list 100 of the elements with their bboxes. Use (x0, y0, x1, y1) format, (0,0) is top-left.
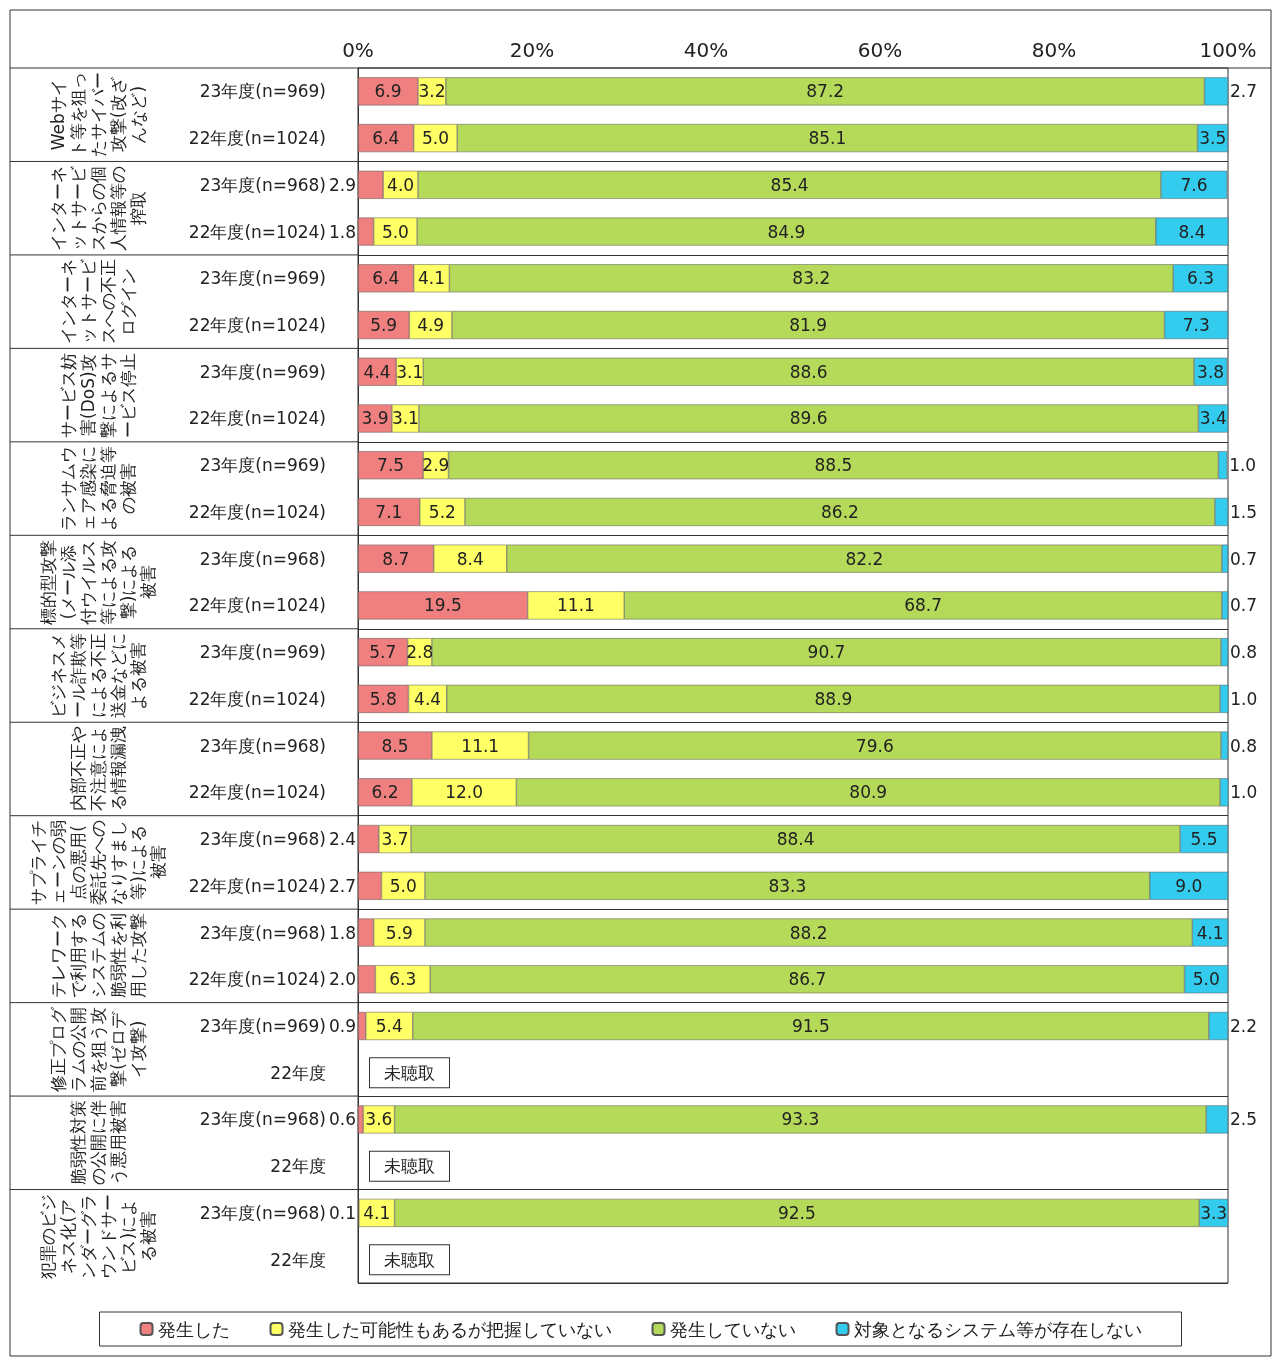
data-label: 0.8 (1230, 735, 1258, 756)
data-label: 88.5 (814, 455, 853, 476)
data-label: 0.1 (328, 1202, 356, 1223)
data-label: 79.6 (855, 735, 894, 756)
x-tick-label: 100% (1199, 38, 1257, 62)
data-label: 7.5 (377, 455, 405, 476)
data-label: 5.9 (385, 922, 413, 943)
data-label: 1.8 (328, 922, 356, 943)
data-label: 12.0 (445, 782, 484, 803)
data-label: 3.8 (1197, 361, 1225, 382)
data-label: 5.7 (369, 642, 397, 663)
data-label: 19.5 (423, 595, 462, 616)
data-label: 93.3 (781, 1109, 820, 1130)
data-label: 0.7 (1230, 595, 1258, 616)
data-label: 84.9 (767, 221, 806, 242)
y-tick-label: 22年度 (270, 1156, 326, 1177)
data-label: 5.0 (1192, 969, 1220, 990)
data-label: 2.8 (406, 642, 434, 663)
x-tick-label: 80% (1031, 38, 1077, 62)
data-label: 2.4 (328, 829, 356, 850)
text: サービス妨害(DoS)攻撃によるサービス停止 (58, 352, 138, 438)
data-label: 1.0 (1230, 688, 1258, 709)
data-label: 83.3 (768, 875, 807, 896)
data-label: 3.4 (1199, 408, 1227, 429)
data-label: 3.6 (365, 1109, 393, 1130)
data-label: 6.4 (372, 128, 400, 149)
y-tick-label: 22年度(n=1024) (188, 128, 326, 149)
data-label: 85.4 (770, 174, 809, 195)
data-label: 3.7 (381, 829, 409, 850)
legend-label: 発生していない (669, 1318, 796, 1340)
data-label: 8.7 (382, 548, 410, 569)
data-label: 4.9 (417, 315, 445, 336)
x-tick-label: 60% (857, 38, 903, 62)
data-label: 81.9 (789, 315, 828, 336)
data-label: 91.5 (791, 1015, 830, 1036)
data-label: 92.5 (777, 1202, 816, 1223)
x-tick-label: 20% (509, 38, 555, 62)
y-tick-label: 22年度 (270, 1249, 326, 1270)
text: ランサムウェア感染による脅迫等の被害 (58, 446, 138, 532)
text: インターネットサービスからの個人情報等の搾取 (48, 164, 148, 251)
y-tick-label: 23年度(n=968) (199, 174, 326, 195)
data-label: 11.1 (557, 595, 595, 616)
y-tick-label: 23年度(n=969) (199, 642, 326, 663)
data-label: 88.9 (814, 688, 853, 709)
data-label: 4.0 (387, 174, 415, 195)
annotation: 未聴取 (384, 1062, 435, 1083)
data-label: 5.0 (389, 875, 417, 896)
y-tick-label: 22年度 (270, 1062, 326, 1083)
data-label: 9.0 (1175, 875, 1203, 896)
data-label: 1.0 (1229, 455, 1257, 476)
data-label: 3.3 (1200, 1202, 1228, 1223)
y-tick-label: 23年度(n=969) (199, 455, 326, 476)
data-label: 8.4 (456, 548, 484, 569)
data-label: 5.9 (370, 315, 398, 336)
data-label: 8.5 (381, 735, 409, 756)
text: ビジネスメール詐欺等による不正送金などによる被害 (48, 633, 148, 718)
data-label: 1.5 (1230, 501, 1258, 522)
data-label: 88.4 (776, 829, 815, 850)
y-tick-label: 22年度(n=1024) (188, 688, 326, 709)
legend-label: 発生した (157, 1318, 230, 1340)
data-label: 4.1 (417, 268, 446, 289)
data-label: 80.9 (849, 782, 888, 803)
data-label: 85.1 (808, 128, 847, 149)
y-tick-label: 23年度(n=968) (199, 1202, 326, 1223)
data-label: 0.6 (328, 1109, 356, 1130)
data-label: 3.1 (396, 361, 424, 382)
data-label: 8.4 (1178, 221, 1206, 242)
data-label: 5.0 (381, 221, 409, 242)
y-tick-label: 22年度(n=1024) (188, 595, 326, 616)
y-tick-label: 23年度(n=968) (199, 1109, 326, 1130)
text: サプライチェーンの弱点の悪用(委託先へのなりすまし等)による被害 (28, 819, 168, 905)
annotation: 未聴取 (384, 1156, 435, 1177)
data-label: 2.9 (422, 455, 450, 476)
y-tick-label: 22年度(n=1024) (188, 408, 326, 429)
y-tick-label: 22年度(n=1024) (188, 875, 326, 896)
y-tick-label: 23年度(n=969) (199, 361, 326, 382)
y-tick-label: 23年度(n=968) (199, 548, 326, 569)
data-label: 5.0 (421, 128, 449, 149)
y-tick-label: 23年度(n=968) (199, 735, 326, 756)
data-label: 87.2 (806, 81, 845, 102)
data-label: 2.7 (328, 875, 356, 896)
data-label: 1.0 (1230, 782, 1258, 803)
y-tick-label: 22年度(n=1024) (188, 501, 326, 522)
y-tick-label: 23年度(n=969) (199, 81, 326, 102)
data-label: 86.7 (788, 969, 827, 990)
data-label: 4.1 (1196, 922, 1224, 943)
data-label: 2.7 (1230, 81, 1258, 102)
legend-label: 発生した可能性もあるが把握していない (287, 1318, 612, 1340)
data-label: 7.1 (375, 501, 403, 522)
y-tick-label: 23年度(n=968) (199, 922, 326, 943)
data-label: 6.9 (374, 81, 402, 102)
data-label: 0.8 (1230, 642, 1258, 663)
data-label: 3.2 (418, 81, 446, 102)
x-tick-label: 40% (683, 38, 729, 62)
data-label: 5.5 (1190, 829, 1218, 850)
data-label: 0.9 (328, 1015, 356, 1036)
x-tick-label: 0% (342, 38, 374, 62)
data-label: 5.2 (428, 501, 456, 522)
data-label: 3.9 (361, 408, 389, 429)
data-label: 2.5 (1230, 1109, 1258, 1130)
